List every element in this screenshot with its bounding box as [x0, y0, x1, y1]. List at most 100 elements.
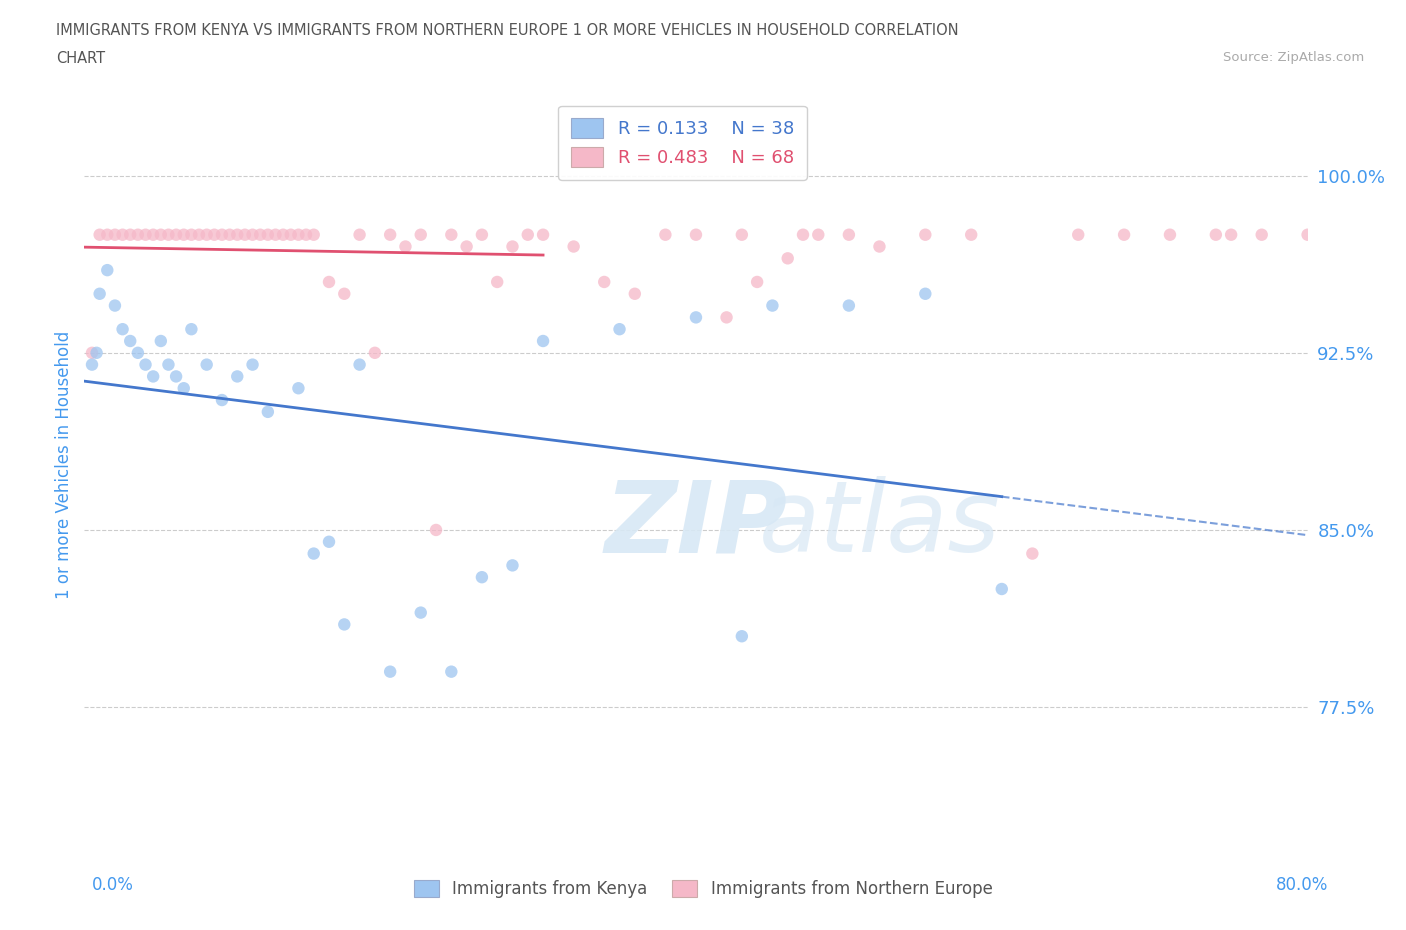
Point — [149, 334, 172, 349]
Point — [838, 227, 860, 242]
Legend: Immigrants from Kenya, Immigrants from Northern Europe: Immigrants from Kenya, Immigrants from N… — [406, 873, 1000, 905]
Point — [531, 227, 554, 242]
Point — [685, 227, 707, 242]
Point — [349, 227, 371, 242]
Text: IMMIGRANTS FROM KENYA VS IMMIGRANTS FROM NORTHERN EUROPE 1 OR MORE VEHICLES IN H: IMMIGRANTS FROM KENYA VS IMMIGRANTS FROM… — [56, 23, 959, 38]
Point — [165, 369, 187, 384]
Point — [89, 227, 111, 242]
Point — [142, 227, 165, 242]
Point — [486, 274, 509, 289]
Point — [792, 227, 814, 242]
Point — [302, 546, 325, 561]
Point — [173, 227, 195, 242]
Point — [135, 227, 157, 242]
Point — [120, 227, 142, 242]
Point — [502, 239, 524, 254]
Point — [233, 227, 256, 242]
Point — [287, 227, 309, 242]
Point — [180, 322, 202, 337]
Point — [914, 286, 936, 301]
Point — [456, 239, 478, 254]
Point — [654, 227, 676, 242]
Point — [1296, 227, 1319, 242]
Point — [776, 251, 799, 266]
Text: ZIP: ZIP — [605, 476, 787, 573]
Point — [1250, 227, 1272, 242]
Point — [869, 239, 891, 254]
Point — [1205, 227, 1227, 242]
Point — [807, 227, 830, 242]
Point — [165, 227, 187, 242]
Text: 80.0%: 80.0% — [1277, 876, 1329, 894]
Point — [111, 227, 134, 242]
Point — [242, 227, 264, 242]
Point — [111, 322, 134, 337]
Point — [731, 629, 754, 644]
Point — [425, 523, 447, 538]
Point — [80, 345, 103, 360]
Point — [440, 227, 463, 242]
Point — [127, 345, 149, 360]
Point — [716, 310, 738, 325]
Text: atlas: atlas — [759, 476, 1000, 573]
Point — [318, 274, 340, 289]
Point — [1159, 227, 1181, 242]
Point — [624, 286, 647, 301]
Point — [264, 227, 287, 242]
Point — [157, 357, 180, 372]
Point — [380, 664, 402, 679]
Point — [838, 299, 860, 313]
Point — [211, 227, 233, 242]
Point — [249, 227, 271, 242]
Point — [80, 357, 103, 372]
Point — [318, 535, 340, 550]
Point — [195, 227, 218, 242]
Point — [211, 392, 233, 407]
Text: 0.0%: 0.0% — [91, 876, 134, 894]
Point — [593, 274, 616, 289]
Point — [142, 369, 165, 384]
Point — [226, 369, 249, 384]
Point — [471, 570, 494, 585]
Point — [280, 227, 302, 242]
Point — [914, 227, 936, 242]
Point — [531, 334, 554, 349]
Point — [218, 227, 240, 242]
Point — [394, 239, 416, 254]
Point — [349, 357, 371, 372]
Point — [96, 262, 118, 277]
Point — [960, 227, 983, 242]
Point — [516, 227, 538, 242]
Point — [120, 334, 142, 349]
Point — [287, 380, 309, 395]
Text: Source: ZipAtlas.com: Source: ZipAtlas.com — [1223, 51, 1364, 64]
Point — [747, 274, 769, 289]
Point — [173, 380, 195, 395]
Point — [471, 227, 494, 242]
Point — [440, 664, 463, 679]
Point — [86, 345, 108, 360]
Point — [127, 227, 149, 242]
Point — [1067, 227, 1090, 242]
Point — [502, 558, 524, 573]
Point — [257, 405, 280, 419]
Point — [731, 227, 754, 242]
Point — [157, 227, 180, 242]
Point — [991, 581, 1014, 596]
Point — [685, 310, 707, 325]
Legend: R = 0.133    N = 38, R = 0.483    N = 68: R = 0.133 N = 38, R = 0.483 N = 68 — [558, 106, 807, 179]
Y-axis label: 1 or more Vehicles in Household: 1 or more Vehicles in Household — [55, 331, 73, 599]
Point — [1021, 546, 1043, 561]
Point — [242, 357, 264, 372]
Point — [1114, 227, 1136, 242]
Point — [333, 617, 356, 631]
Point — [226, 227, 249, 242]
Point — [761, 299, 783, 313]
Point — [104, 299, 127, 313]
Point — [89, 286, 111, 301]
Point — [380, 227, 402, 242]
Point — [188, 227, 211, 242]
Point — [302, 227, 325, 242]
Point — [609, 322, 631, 337]
Point — [364, 345, 387, 360]
